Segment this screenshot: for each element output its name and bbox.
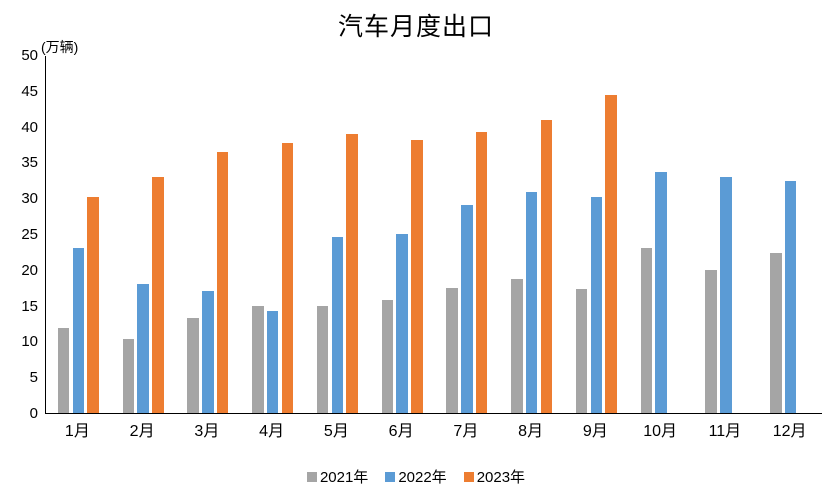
x-tick-9月: 9月 xyxy=(582,423,608,440)
x-tick-11月: 11月 xyxy=(708,423,742,440)
x-tick-1月: 1月 xyxy=(64,423,90,440)
x-tick-12月: 12月 xyxy=(772,423,807,440)
legend-swatch-icon xyxy=(463,471,474,482)
bar-2023年-8月 xyxy=(540,120,553,413)
bar-2021年-9月 xyxy=(575,289,588,413)
legend-item-2022年: 2022年 xyxy=(385,466,447,487)
bar-2022年-6月 xyxy=(396,234,408,413)
bar-2021年-4月 xyxy=(252,305,264,413)
legend-item-2021年: 2021年 xyxy=(306,466,369,487)
x-tick-6月: 6月 xyxy=(388,423,414,440)
y-tick-35: 35 xyxy=(21,154,38,172)
y-tick-25: 25 xyxy=(21,226,38,243)
y-tick-5: 5 xyxy=(29,369,38,387)
y-tick-45: 45 xyxy=(21,82,38,100)
bar-2021年-12月 xyxy=(770,253,782,413)
legend-label: 2023年 xyxy=(476,469,526,486)
y-tick-40: 40 xyxy=(21,118,38,136)
bar-2021年-11月 xyxy=(705,269,717,413)
bar-2022年-5月 xyxy=(331,236,344,413)
bar-2023年-2月 xyxy=(152,176,164,413)
bar-2023年-1月 xyxy=(87,197,99,413)
y-tick-15: 15 xyxy=(21,297,38,315)
bar-2022年-2月 xyxy=(137,284,149,413)
bar-2022年-11月 xyxy=(720,176,732,413)
y-tick-20: 20 xyxy=(21,261,38,279)
legend-swatch-icon xyxy=(306,471,317,482)
legend-label: 2021年 xyxy=(319,469,369,486)
legend-swatch-icon xyxy=(385,471,396,482)
legend-item-2023年: 2023年 xyxy=(463,466,526,487)
bar-2021年-3月 xyxy=(187,317,199,413)
bar-2023年-9月 xyxy=(605,95,617,413)
x-tick-8月: 8月 xyxy=(518,423,544,440)
bar-2022年-3月 xyxy=(202,291,214,413)
x-tick-3月: 3月 xyxy=(194,423,220,440)
bar-2023年-7月 xyxy=(475,131,488,413)
y-tick-30: 30 xyxy=(21,190,38,208)
bar-2022年-10月 xyxy=(655,171,667,413)
bar-2021年-7月 xyxy=(446,288,458,413)
y-axis-unit-label: (万辆) xyxy=(41,39,79,55)
bar-2021年-1月 xyxy=(57,327,70,413)
bar-2021年-5月 xyxy=(316,305,329,413)
x-tick-5月: 5月 xyxy=(323,423,349,440)
plot-area xyxy=(45,56,822,414)
bar-2023年-4月 xyxy=(281,143,294,413)
bar-2023年-6月 xyxy=(411,139,423,413)
bar-2021年-6月 xyxy=(381,299,394,413)
x-tick-7月: 7月 xyxy=(453,423,479,440)
y-tick-50: 50 xyxy=(21,47,38,64)
legend-label: 2022年 xyxy=(398,469,447,486)
bar-2023年-5月 xyxy=(346,134,358,413)
bar-2022年-1月 xyxy=(72,247,85,413)
y-tick-10: 10 xyxy=(21,333,38,351)
bar-2022年-12月 xyxy=(784,181,797,413)
bar-2022年-7月 xyxy=(461,205,473,413)
x-tick-4月: 4月 xyxy=(259,423,285,440)
legend: 2021年 2022年 2023年 xyxy=(0,466,832,487)
bar-2021年-2月 xyxy=(122,338,135,413)
bar-2022年-4月 xyxy=(266,311,279,413)
y-tick-0: 0 xyxy=(29,405,38,422)
bar-2023年-3月 xyxy=(216,151,229,413)
chart-title: 汽车月度出口 xyxy=(337,14,494,41)
bar-2021年-8月 xyxy=(511,279,523,413)
bar-2022年-9月 xyxy=(590,197,603,413)
x-tick-2月: 2月 xyxy=(129,423,155,440)
bar-2021年-10月 xyxy=(640,247,653,413)
bar-2022年-8月 xyxy=(525,192,538,413)
x-tick-10月: 10月 xyxy=(643,423,678,440)
